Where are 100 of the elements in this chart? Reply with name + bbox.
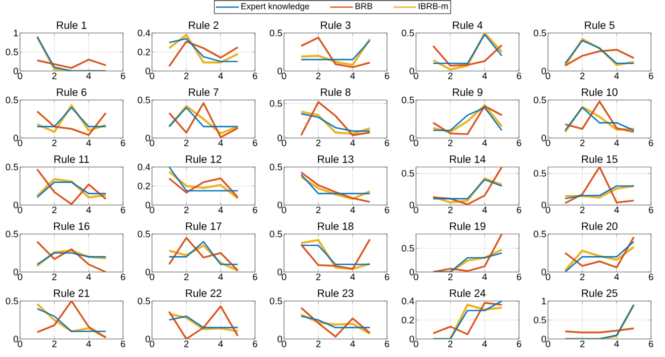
x-tick-label: 4: [482, 206, 487, 214]
chart-title: Rule 17: [186, 222, 222, 230]
y-tick-label: 0.2: [138, 48, 150, 56]
chart-title: Rule 21: [54, 289, 90, 297]
line-series: [36, 178, 107, 198]
y-tick-label: 0: [278, 134, 282, 142]
chart-title: Rule 9: [452, 88, 482, 96]
line-series: [564, 166, 635, 204]
x-tick-label: 2: [184, 72, 188, 80]
x-tick-label: 2: [580, 274, 584, 280]
chart-title: Rule 10: [582, 88, 618, 96]
line-series: [300, 306, 371, 338]
y-tick-label: 0.5: [270, 230, 282, 238]
x-tick-label: 6: [120, 72, 126, 80]
line-series: [564, 100, 635, 133]
x-tick-label: 4: [614, 274, 619, 280]
x-tick-label: 4: [218, 72, 223, 80]
line-series: [564, 236, 635, 268]
y-tick-label: 0.5: [402, 244, 414, 252]
x-tick-label: 4: [86, 340, 91, 348]
y-tick-label: 0: [410, 202, 414, 208]
chart-title: Rule 14: [450, 155, 486, 163]
chart-title: Rule 25: [582, 289, 618, 297]
chart-title: Rule 23: [318, 289, 354, 297]
x-tick-label: 4: [86, 206, 91, 214]
x-tick-label: 4: [614, 72, 619, 80]
x-tick-label: 4: [218, 274, 223, 280]
y-tick-label: 0.4: [402, 298, 414, 304]
x-tick-label: 6: [516, 206, 522, 214]
y-tick-label: 0.5: [6, 298, 18, 304]
y-tick-label: 0: [542, 134, 546, 142]
y-tick-label: 0: [410, 336, 414, 342]
chart-title: Rule 20: [582, 222, 618, 230]
y-tick-label: 0: [146, 68, 150, 74]
x-tick-label: 2: [52, 340, 56, 348]
x-tick-label: 6: [252, 206, 258, 214]
x-tick-label: 2: [184, 140, 188, 146]
y-tick-label: 0.5: [534, 96, 546, 104]
y-tick-label: 1: [14, 30, 18, 36]
y-tick-label: 0.5: [534, 170, 546, 177]
y-tick-label: 0.5: [534, 230, 546, 238]
line-series: [36, 168, 107, 205]
y-tick-label: 0: [542, 68, 546, 74]
line-series: [168, 38, 239, 62]
x-tick-label: 2: [580, 206, 584, 214]
x-tick-label: 6: [384, 72, 390, 80]
y-tick-label: 0: [146, 268, 150, 276]
y-tick-label: 0: [278, 336, 282, 342]
x-tick-label: 2: [316, 340, 320, 348]
chart-title: Rule 2: [188, 21, 218, 29]
chart-title: Rule 5: [584, 21, 614, 29]
x-tick-label: 6: [384, 274, 390, 280]
y-tick-label: 0.5: [534, 30, 546, 36]
chart-title: Rule 1: [56, 21, 86, 29]
line-series: [36, 110, 107, 136]
x-tick-label: 4: [614, 140, 619, 146]
x-tick-label: 2: [448, 274, 452, 280]
x-tick-label: 4: [86, 72, 91, 80]
y-tick-label: 0.2: [138, 182, 150, 190]
y-tick-label: 0: [410, 134, 414, 142]
x-tick-label: 2: [316, 72, 320, 80]
x-tick-label: 4: [482, 140, 487, 146]
y-tick-label: 0.5: [402, 30, 414, 36]
line-series: [564, 246, 635, 272]
x-tick-label: 2: [448, 140, 452, 146]
line-series: [168, 244, 239, 272]
y-tick-label: 0: [14, 68, 18, 74]
y-tick-label: 0: [542, 268, 546, 276]
x-tick-label: 4: [218, 340, 223, 348]
x-tick-label: 6: [120, 140, 126, 146]
x-tick-label: 4: [218, 206, 223, 214]
x-tick-label: 2: [448, 72, 452, 80]
line-series: [432, 177, 503, 204]
chart-title: Rule 19: [450, 222, 486, 230]
y-tick-label: 0: [14, 268, 18, 276]
line-series: [168, 236, 239, 272]
x-tick-label: 6: [648, 140, 654, 146]
x-tick-label: 6: [516, 340, 522, 348]
x-tick-label: 6: [384, 340, 390, 348]
line-series: [168, 40, 239, 68]
line-series: [168, 305, 239, 339]
chart-title: Rule 8: [320, 88, 350, 96]
y-tick-label: 0: [146, 202, 150, 208]
chart-title: Rule 15: [582, 155, 618, 163]
x-tick-label: 6: [648, 206, 654, 214]
y-tick-label: 0: [278, 202, 282, 208]
line-series: [432, 33, 503, 71]
x-tick-label: 4: [86, 274, 91, 280]
line-series: [432, 166, 503, 205]
y-tick-label: 0.5: [402, 170, 414, 177]
chart-title: Rule 6: [56, 88, 86, 96]
x-tick-label: 2: [316, 140, 320, 146]
line-series: [168, 312, 239, 332]
y-tick-label: 0: [278, 68, 282, 74]
x-tick-label: 6: [516, 72, 522, 80]
x-tick-label: 4: [350, 274, 355, 280]
x-tick-label: 6: [252, 140, 258, 146]
y-tick-label: 0: [14, 336, 18, 342]
x-tick-label: 4: [482, 274, 487, 280]
x-tick-label: 4: [218, 140, 223, 146]
